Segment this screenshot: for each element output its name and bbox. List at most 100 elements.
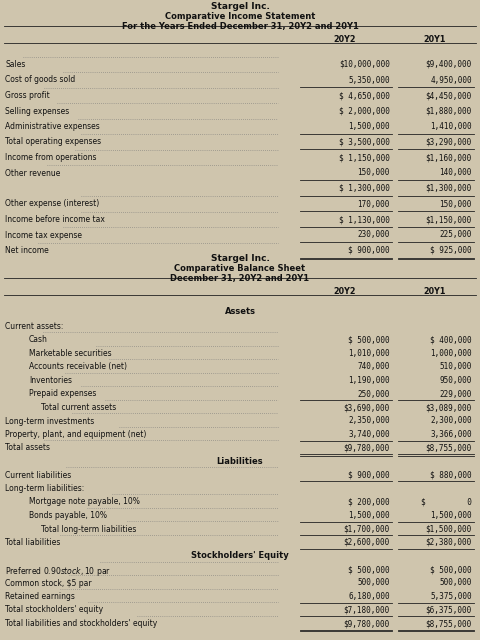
Text: Administrative expenses: Administrative expenses bbox=[5, 122, 100, 131]
Text: Property, plant, and equipment (net): Property, plant, and equipment (net) bbox=[5, 430, 146, 439]
Text: $ 400,000: $ 400,000 bbox=[431, 335, 472, 344]
Text: Stockholders' Equity: Stockholders' Equity bbox=[191, 552, 289, 561]
Text: Net income: Net income bbox=[5, 246, 49, 255]
Text: Inventories: Inventories bbox=[29, 376, 72, 385]
Text: December 31, 20Y2 and 20Y1: December 31, 20Y2 and 20Y1 bbox=[170, 274, 310, 283]
Text: Income before income tax: Income before income tax bbox=[5, 215, 105, 224]
Text: 1,500,000: 1,500,000 bbox=[348, 511, 390, 520]
Text: $3,089,000: $3,089,000 bbox=[426, 403, 472, 412]
Text: $ 900,000: $ 900,000 bbox=[348, 246, 390, 255]
Text: $ 500,000: $ 500,000 bbox=[431, 565, 472, 574]
Text: Selling expenses: Selling expenses bbox=[5, 106, 69, 115]
Text: Long-term liabilities:: Long-term liabilities: bbox=[5, 484, 84, 493]
Text: $ 2,000,000: $ 2,000,000 bbox=[339, 106, 390, 115]
Text: Prepaid expenses: Prepaid expenses bbox=[29, 390, 96, 399]
Text: Accounts receivable (net): Accounts receivable (net) bbox=[29, 362, 127, 371]
Text: Bonds payable, 10%: Bonds payable, 10% bbox=[29, 511, 107, 520]
Text: Common stock, $5 par: Common stock, $5 par bbox=[5, 579, 92, 588]
Text: $1,300,000: $1,300,000 bbox=[426, 184, 472, 193]
Text: Total current assets: Total current assets bbox=[41, 403, 116, 412]
Text: Stargel Inc.: Stargel Inc. bbox=[211, 2, 269, 11]
Text: 1,010,000: 1,010,000 bbox=[348, 349, 390, 358]
Text: 740,000: 740,000 bbox=[358, 362, 390, 371]
Text: $3,290,000: $3,290,000 bbox=[426, 138, 472, 147]
Text: 20Y1: 20Y1 bbox=[424, 287, 446, 296]
Text: $9,780,000: $9,780,000 bbox=[344, 444, 390, 452]
Text: 150,000: 150,000 bbox=[358, 168, 390, 177]
Text: 1,500,000: 1,500,000 bbox=[348, 122, 390, 131]
Text: $ 500,000: $ 500,000 bbox=[348, 335, 390, 344]
Text: 140,000: 140,000 bbox=[440, 168, 472, 177]
Text: Total long-term liabilities: Total long-term liabilities bbox=[41, 525, 136, 534]
Text: $ 1,130,000: $ 1,130,000 bbox=[339, 215, 390, 224]
Text: $2,380,000: $2,380,000 bbox=[426, 538, 472, 547]
Text: Cost of goods sold: Cost of goods sold bbox=[5, 76, 75, 84]
Text: Total liabilities: Total liabilities bbox=[5, 538, 60, 547]
Text: 1,500,000: 1,500,000 bbox=[431, 511, 472, 520]
Text: 250,000: 250,000 bbox=[358, 390, 390, 399]
Text: Long-term investments: Long-term investments bbox=[5, 417, 94, 426]
Text: $         0: $ 0 bbox=[421, 497, 472, 506]
Text: 950,000: 950,000 bbox=[440, 376, 472, 385]
Text: 500,000: 500,000 bbox=[440, 579, 472, 588]
Text: $1,880,000: $1,880,000 bbox=[426, 106, 472, 115]
Text: Sales: Sales bbox=[5, 60, 25, 69]
Text: Other expense (interest): Other expense (interest) bbox=[5, 200, 99, 209]
Text: Retained earnings: Retained earnings bbox=[5, 592, 75, 601]
Text: $ 1,300,000: $ 1,300,000 bbox=[339, 184, 390, 193]
Text: $ 200,000: $ 200,000 bbox=[348, 497, 390, 506]
Text: 225,000: 225,000 bbox=[440, 230, 472, 239]
Text: $7,180,000: $7,180,000 bbox=[344, 605, 390, 614]
Text: Income tax expense: Income tax expense bbox=[5, 230, 82, 239]
Text: 5,350,000: 5,350,000 bbox=[348, 76, 390, 84]
Text: 170,000: 170,000 bbox=[358, 200, 390, 209]
Text: Income from operations: Income from operations bbox=[5, 153, 96, 162]
Text: $ 900,000: $ 900,000 bbox=[348, 470, 390, 479]
Text: 229,000: 229,000 bbox=[440, 390, 472, 399]
Text: Comparative Balance Sheet: Comparative Balance Sheet bbox=[174, 264, 306, 273]
Text: Comparative Income Statement: Comparative Income Statement bbox=[165, 12, 315, 21]
Text: Liabilities: Liabilities bbox=[216, 457, 264, 466]
Text: 2,300,000: 2,300,000 bbox=[431, 417, 472, 426]
Text: Total stockholders' equity: Total stockholders' equity bbox=[5, 605, 103, 614]
Text: Total assets: Total assets bbox=[5, 444, 50, 452]
Text: $9,400,000: $9,400,000 bbox=[426, 60, 472, 69]
Text: 20Y1: 20Y1 bbox=[424, 35, 446, 44]
Text: $10,000,000: $10,000,000 bbox=[339, 60, 390, 69]
Text: $ 1,150,000: $ 1,150,000 bbox=[339, 153, 390, 162]
Text: $6,375,000: $6,375,000 bbox=[426, 605, 472, 614]
Text: $1,500,000: $1,500,000 bbox=[426, 525, 472, 534]
Text: Stargel Inc.: Stargel Inc. bbox=[211, 254, 269, 263]
Text: 3,366,000: 3,366,000 bbox=[431, 430, 472, 439]
Text: Current liabilities: Current liabilities bbox=[5, 470, 71, 479]
Text: 1,410,000: 1,410,000 bbox=[431, 122, 472, 131]
Text: Preferred $0.90 stock, $10 par: Preferred $0.90 stock, $10 par bbox=[5, 565, 111, 578]
Text: 5,375,000: 5,375,000 bbox=[431, 592, 472, 601]
Text: $3,690,000: $3,690,000 bbox=[344, 403, 390, 412]
Text: 3,740,000: 3,740,000 bbox=[348, 430, 390, 439]
Text: Marketable securities: Marketable securities bbox=[29, 349, 112, 358]
Text: For the Years Ended December 31, 20Y2 and 20Y1: For the Years Ended December 31, 20Y2 an… bbox=[121, 22, 359, 31]
Text: $ 4,650,000: $ 4,650,000 bbox=[339, 91, 390, 100]
Text: Total liabilities and stockholders' equity: Total liabilities and stockholders' equi… bbox=[5, 619, 157, 628]
Text: $ 925,000: $ 925,000 bbox=[431, 246, 472, 255]
Text: $4,450,000: $4,450,000 bbox=[426, 91, 472, 100]
Text: 6,180,000: 6,180,000 bbox=[348, 592, 390, 601]
Text: $ 500,000: $ 500,000 bbox=[348, 565, 390, 574]
Text: Gross profit: Gross profit bbox=[5, 91, 50, 100]
Text: $ 3,500,000: $ 3,500,000 bbox=[339, 138, 390, 147]
Text: Other revenue: Other revenue bbox=[5, 168, 60, 177]
Text: Cash: Cash bbox=[29, 335, 48, 344]
Text: Current assets:: Current assets: bbox=[5, 322, 63, 331]
Text: 2,350,000: 2,350,000 bbox=[348, 417, 390, 426]
Text: 1,190,000: 1,190,000 bbox=[348, 376, 390, 385]
Text: $8,755,000: $8,755,000 bbox=[426, 619, 472, 628]
Text: 20Y2: 20Y2 bbox=[334, 287, 356, 296]
Text: Mortgage note payable, 10%: Mortgage note payable, 10% bbox=[29, 497, 140, 506]
Text: $9,780,000: $9,780,000 bbox=[344, 619, 390, 628]
Text: $2,600,000: $2,600,000 bbox=[344, 538, 390, 547]
Text: 230,000: 230,000 bbox=[358, 230, 390, 239]
Text: 20Y2: 20Y2 bbox=[334, 35, 356, 44]
Text: 1,000,000: 1,000,000 bbox=[431, 349, 472, 358]
Text: 150,000: 150,000 bbox=[440, 200, 472, 209]
